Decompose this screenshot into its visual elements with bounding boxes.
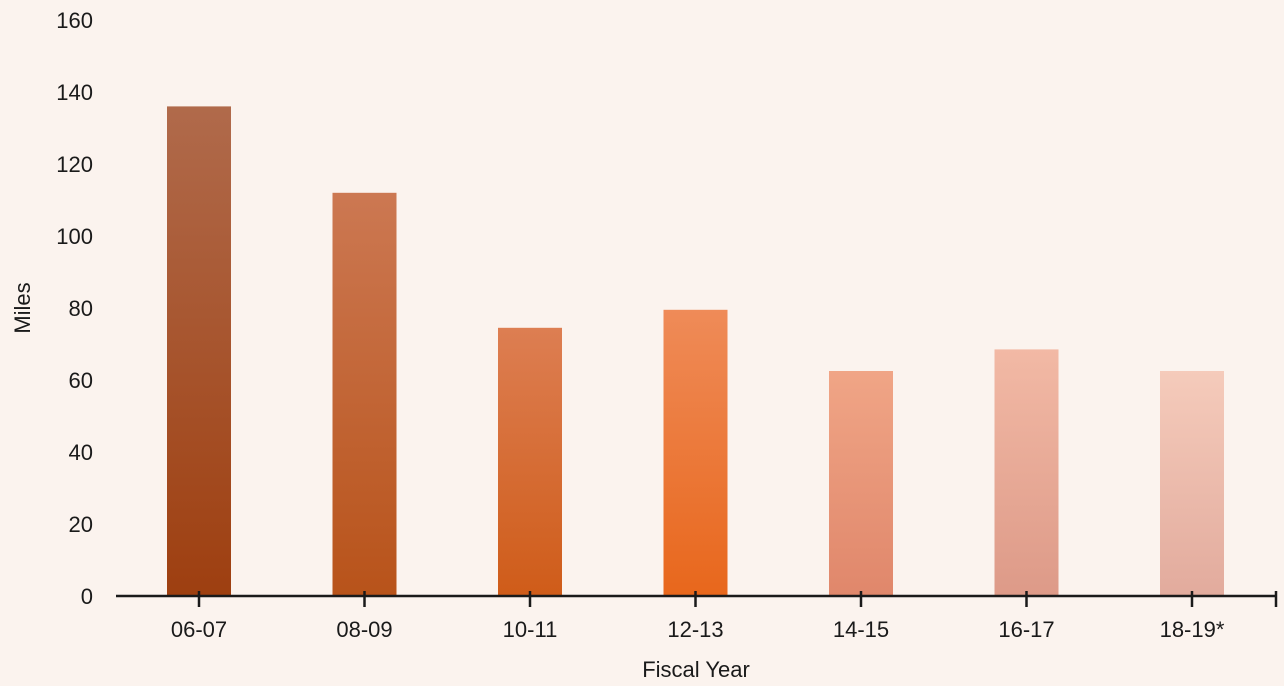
x-tick-label: 18-19* xyxy=(1160,617,1225,642)
bar-16-17 xyxy=(994,349,1059,596)
y-tick-label: 40 xyxy=(69,440,93,465)
y-axis-title: Miles xyxy=(10,282,35,333)
x-tick-label: 16-17 xyxy=(998,617,1054,642)
x-tick-label: 08-09 xyxy=(336,617,392,642)
y-tick-label: 120 xyxy=(56,152,93,177)
x-axis-ticks: 06-07 08-09 10-11 12-13 14-15 16-17 18-19* xyxy=(171,591,1278,642)
bar-12-13 xyxy=(663,309,728,596)
y-axis-ticks: 0 20 40 60 80 100 120 140 160 xyxy=(56,8,93,609)
y-tick-label: 100 xyxy=(56,224,93,249)
x-tick-label: 12-13 xyxy=(667,617,723,642)
y-tick-label: 20 xyxy=(69,512,93,537)
x-tick-label: 10-11 xyxy=(503,617,558,642)
x-axis-title: Fiscal Year xyxy=(642,657,750,682)
x-tick-label: 06-07 xyxy=(171,617,227,642)
y-tick-label: 80 xyxy=(69,296,93,321)
y-tick-label: 160 xyxy=(56,8,93,33)
y-tick-label: 60 xyxy=(69,368,93,393)
bar-08-09 xyxy=(332,192,397,597)
x-tick-label: 14-15 xyxy=(833,617,889,642)
y-tick-label: 140 xyxy=(56,80,93,105)
bar-18-19* xyxy=(1160,371,1224,596)
bar-10-11 xyxy=(498,327,562,596)
bars-group xyxy=(167,106,1224,597)
bar-06-07 xyxy=(167,106,231,597)
y-tick-label: 0 xyxy=(81,584,93,609)
bar-14-15 xyxy=(829,371,893,596)
